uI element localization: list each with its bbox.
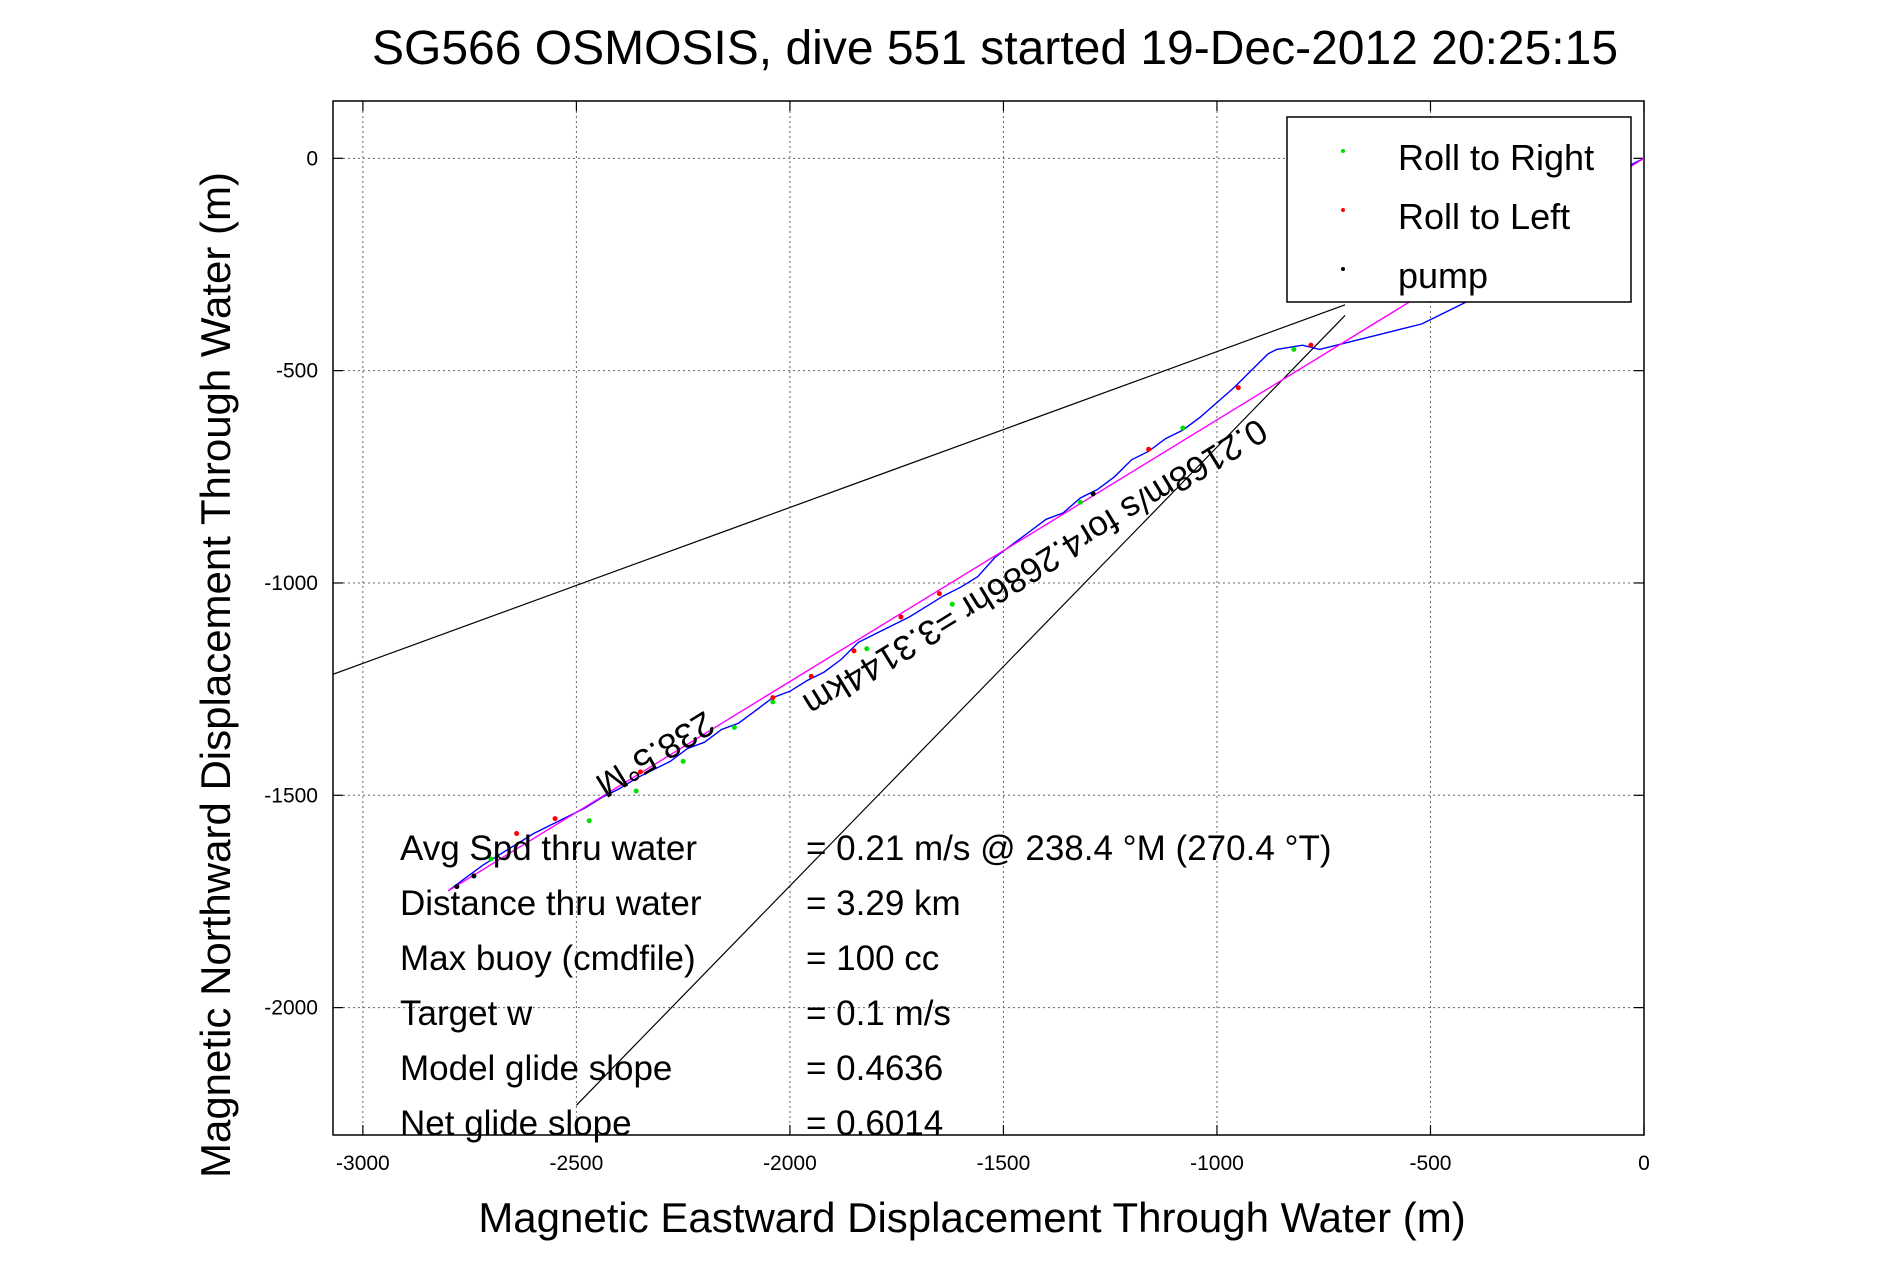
marker-pump (471, 873, 477, 879)
marker-roll-right (586, 818, 592, 824)
marker-roll-right (680, 758, 686, 764)
marker-roll-right (949, 601, 955, 607)
stat-label: Max buoy (cmdfile) (400, 939, 696, 978)
x-axis-label: Magnetic Eastward Displacement Through W… (478, 1194, 1465, 1241)
marker-roll-right (1291, 346, 1297, 352)
y-axis-ticks: 0 -500 -1000 -1500 -2000 (264, 147, 1644, 1020)
legend-marker-roll-left (1341, 208, 1345, 212)
marker-roll-right (731, 724, 737, 730)
marker-pump (454, 884, 460, 890)
stat-value: = 0.21 m/s @ 238.4 °M (270.4 °T) (806, 829, 1332, 868)
stat-label: Distance thru water (400, 884, 702, 923)
marker-roll-right (1077, 499, 1083, 505)
stat-value: = 0.4636 (806, 1049, 943, 1088)
x-tick-label: -2000 (763, 1152, 817, 1175)
x-axis-ticks: -3000 -2500 -2000 -1500 -1000 -500 0 (336, 101, 1650, 1175)
marker-roll-left (637, 769, 643, 775)
marker-roll-left (1146, 446, 1152, 452)
heading-annotation: 238.5°M (589, 703, 721, 805)
marker-roll-right (770, 699, 776, 705)
y-tick-label: 0 (306, 147, 318, 170)
marker-roll-right (864, 646, 870, 652)
x-tick-label: -3000 (336, 1152, 390, 1175)
x-tick-label: -2500 (550, 1152, 604, 1175)
marker-roll-left (514, 831, 520, 837)
y-tick-label: -1500 (264, 784, 318, 807)
legend-label-pump: pump (1398, 255, 1488, 296)
marker-pump (1090, 491, 1096, 497)
stat-value: = 100 cc (806, 939, 939, 978)
legend: Roll to Right Roll to Left pump (1286, 116, 1632, 303)
marker-roll-left (851, 648, 857, 654)
marker-roll-left (936, 591, 942, 597)
marker-roll-left (1235, 385, 1241, 391)
chart-title: SG566 OSMOSIS, dive 551 started 19-Dec-2… (372, 22, 1618, 75)
plot-frame (332, 100, 1645, 1136)
stat-value: = 0.6014 (806, 1104, 943, 1143)
reference-line (333, 304, 1346, 675)
x-tick-label: -1500 (977, 1152, 1031, 1175)
stat-label: Net glide slope (400, 1104, 632, 1143)
y-tick-label: -500 (276, 360, 318, 383)
legend-label-roll-left: Roll to Left (1398, 196, 1570, 237)
x-tick-label: -500 (1409, 1152, 1451, 1175)
stat-value: = 3.29 km (806, 884, 961, 923)
reference-lines (333, 304, 1346, 1106)
stat-label: Target w (400, 994, 533, 1033)
x-tick-label: 0 (1638, 1152, 1650, 1175)
marker-roll-left (1308, 342, 1314, 348)
marker-roll-left (552, 816, 558, 822)
legend-label-roll-right: Roll to Right (1398, 137, 1594, 178)
markers (454, 342, 1314, 890)
stats-block: Avg Spd thru water = 0.21 m/s @ 238.4 °M… (400, 829, 1332, 1143)
marker-roll-left (898, 614, 904, 620)
legend-marker-pump (1341, 267, 1345, 271)
x-tick-label: -1000 (1190, 1152, 1244, 1175)
series-line-track (447, 157, 1644, 892)
marker-roll-right (1180, 425, 1186, 431)
marker-roll-left (808, 673, 814, 679)
y-axis-label: Magnetic Northward Displacement Through … (192, 172, 239, 1178)
marker-roll-left (770, 695, 776, 701)
stat-value: = 0.1 m/s (806, 994, 951, 1033)
marker-roll-right (488, 856, 494, 862)
stat-label: Model glide slope (400, 1049, 672, 1088)
stat-label: Avg Spd thru water (400, 829, 697, 868)
reference-line (575, 315, 1346, 1106)
y-tick-label: -1000 (264, 572, 318, 595)
marker-roll-right (633, 788, 639, 794)
speed-annotation: 0.2168m/s for4.2686hr =3.3144km (796, 411, 1273, 724)
legend-marker-roll-right (1341, 149, 1345, 153)
y-tick-label: -2000 (264, 997, 318, 1020)
